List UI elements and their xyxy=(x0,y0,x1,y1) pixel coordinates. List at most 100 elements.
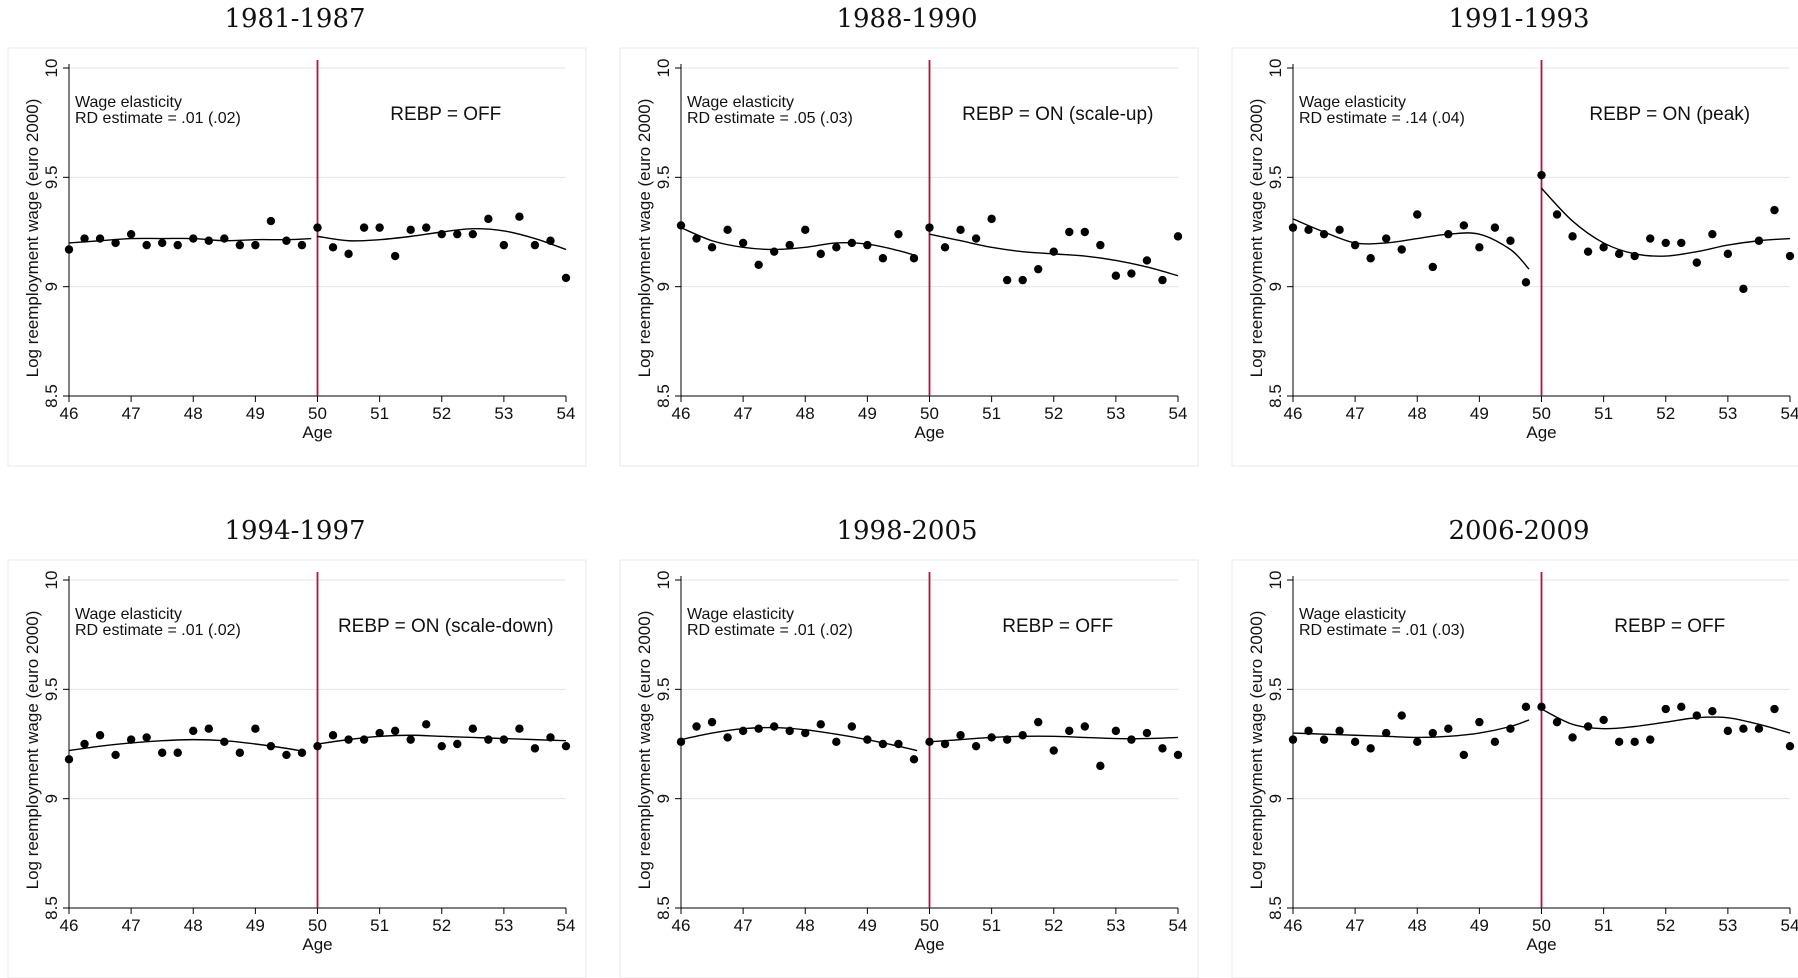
x-tick-label: 53 xyxy=(494,404,513,423)
data-point xyxy=(1428,728,1437,738)
data-point xyxy=(1158,744,1167,753)
x-tick-label: 49 xyxy=(858,404,877,423)
x-tick-label: 53 xyxy=(494,916,513,935)
data-point xyxy=(1413,210,1422,219)
data-point xyxy=(1785,251,1795,261)
x-tick-label: 50 xyxy=(920,916,939,935)
x-tick-label: 46 xyxy=(1284,404,1303,423)
x-tick-label: 49 xyxy=(858,916,877,935)
data-point xyxy=(878,739,888,749)
data-point xyxy=(1506,724,1515,733)
y-tick-label: 9 xyxy=(654,282,673,291)
data-point xyxy=(1661,238,1670,248)
y-tick-label: 8.5 xyxy=(654,896,673,920)
data-point xyxy=(359,735,369,744)
data-point xyxy=(738,726,748,736)
data-point xyxy=(723,733,732,742)
data-point xyxy=(499,240,509,250)
x-axis-title: Age xyxy=(1526,935,1556,954)
data-point xyxy=(453,229,462,239)
data-point xyxy=(1049,746,1058,755)
y-tick-label: 9.5 xyxy=(42,166,61,190)
data-point xyxy=(1475,717,1484,727)
data-point xyxy=(1002,275,1012,285)
annotation-label: Wage elasticity xyxy=(75,606,182,623)
fit-curve-right xyxy=(1541,708,1791,734)
data-point xyxy=(173,748,182,757)
policy-label: REBP = OFF xyxy=(1614,616,1725,637)
data-point xyxy=(1065,726,1074,736)
data-point xyxy=(204,724,213,733)
data-point xyxy=(80,739,89,749)
annotation-estimate: RD estimate = .01 (.03) xyxy=(1299,622,1465,639)
data-point xyxy=(692,234,701,243)
chart-panel-6: 2006-2009 8.5 9 9.5 10 46 47 48 49 50 51 52 53 54 Age… xyxy=(1224,512,1798,978)
chart-title: 2006-2009 xyxy=(1448,516,1590,546)
data-point xyxy=(406,225,415,235)
data-point xyxy=(1459,750,1469,760)
data-point xyxy=(1568,733,1577,742)
x-tick-label: 46 xyxy=(672,916,691,935)
fit-curve-right xyxy=(317,734,567,745)
data-point xyxy=(925,223,934,232)
chart-panel-5: 1998-2005 8.5 9 9.5 10 46 47 48 49 50 51 52 53 54 Age… xyxy=(612,512,1202,978)
data-point xyxy=(1413,737,1422,747)
data-point xyxy=(1723,726,1733,736)
data-point xyxy=(1552,717,1562,727)
data-point xyxy=(1490,737,1500,747)
data-point xyxy=(515,724,524,733)
y-tick-label: 9 xyxy=(654,794,673,803)
data-point xyxy=(769,247,779,256)
data-point xyxy=(863,240,872,250)
data-point xyxy=(437,229,446,239)
data-point xyxy=(1583,247,1593,256)
data-point xyxy=(1661,704,1670,714)
annotation-estimate: RD estimate = .14 (.04) xyxy=(1299,110,1465,127)
data-point xyxy=(297,240,307,250)
data-point xyxy=(1646,234,1655,243)
y-tick-label: 10 xyxy=(42,59,61,78)
data-point xyxy=(1381,234,1391,243)
data-point xyxy=(530,240,540,250)
data-point xyxy=(157,748,167,757)
data-point xyxy=(1754,724,1764,733)
data-point xyxy=(1350,240,1360,250)
chart-title: 1994-1997 xyxy=(224,516,366,546)
y-tick-label: 9 xyxy=(42,794,61,803)
x-tick-label: 47 xyxy=(122,404,141,423)
annotation-label: Wage elasticity xyxy=(687,94,794,111)
data-point xyxy=(173,240,182,250)
data-point xyxy=(707,717,717,727)
data-point xyxy=(375,223,384,232)
chart-title: 1998-2005 xyxy=(836,516,978,546)
policy-label: REBP = OFF xyxy=(390,104,501,125)
y-tick-label: 9.5 xyxy=(654,166,673,190)
data-point xyxy=(1080,227,1090,237)
chart-panel-2: 1988-1990 8.5 9 9.5 10 46 47 48 49 50 51 52 53 54 Age… xyxy=(612,0,1202,467)
x-axis-title: Age xyxy=(302,935,332,954)
data-point xyxy=(235,240,245,250)
x-tick-label: 51 xyxy=(370,404,389,423)
data-point xyxy=(1708,707,1717,716)
x-tick-label: 46 xyxy=(1284,916,1303,935)
data-point xyxy=(204,236,213,245)
data-point xyxy=(1459,221,1469,230)
annotation-label: Wage elasticity xyxy=(75,94,182,111)
data-point xyxy=(64,245,74,254)
x-tick-label: 47 xyxy=(734,916,753,935)
data-point xyxy=(754,260,763,269)
policy-label: REBP = ON (scale-down) xyxy=(338,616,554,637)
data-point xyxy=(956,225,965,235)
data-point xyxy=(1034,717,1043,727)
data-point xyxy=(220,737,229,747)
data-point xyxy=(515,212,524,221)
data-point xyxy=(1397,711,1406,720)
annotation-label: Wage elasticity xyxy=(1299,606,1406,623)
data-point xyxy=(1065,227,1074,237)
fit-curve-left xyxy=(680,226,918,257)
data-point xyxy=(1599,243,1608,252)
y-tick-label: 9 xyxy=(1266,282,1285,291)
data-point xyxy=(1770,205,1779,215)
data-point xyxy=(1754,236,1764,245)
y-axis-title: Log reemployment wage (euro 2000) xyxy=(1247,611,1266,890)
